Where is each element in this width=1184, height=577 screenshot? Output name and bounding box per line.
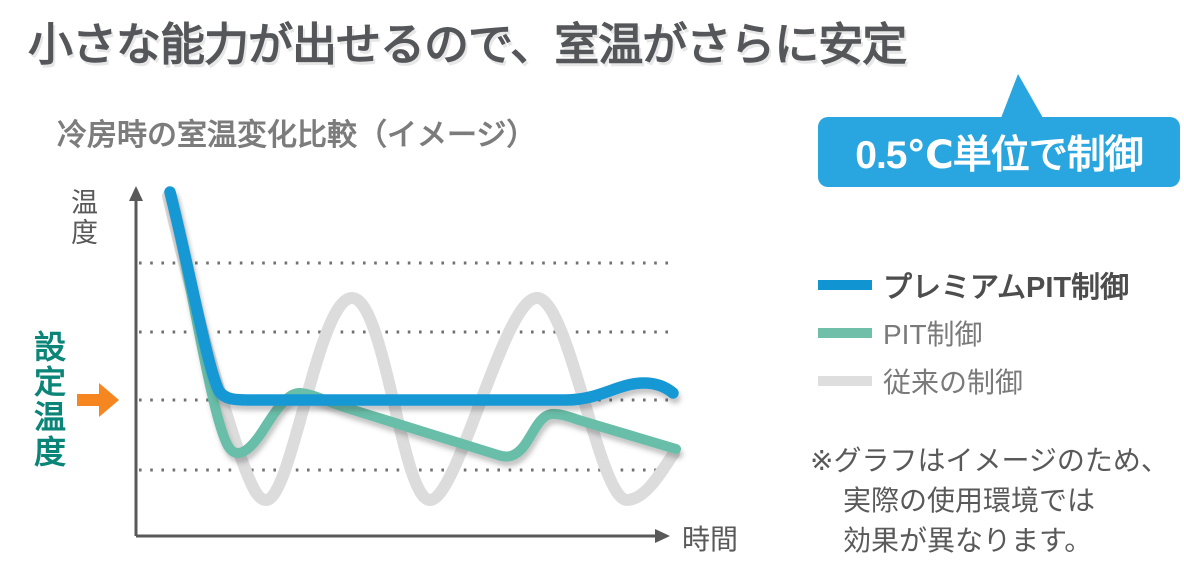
x-axis-label: 時間 [682, 524, 739, 555]
x-axis-arrow-icon [655, 529, 670, 543]
temperature-comparison-chart [129, 186, 681, 543]
footnote: ※グラフはイメージのため、 実際の使用環境では 効果が異なります。 [810, 441, 1169, 561]
legend-swatch-pit [818, 328, 872, 338]
footnote-line-1: ※グラフはイメージのため、 [810, 445, 1169, 476]
y-axis-arrow-icon [129, 186, 143, 201]
legend-swatch-conventional [818, 376, 872, 386]
y-axis-label: 温度 [67, 188, 97, 248]
callout-control-precision: 0.5℃単位で制御 [818, 74, 1180, 187]
callout-tail-icon [1001, 74, 1043, 118]
chart-legend: プレミアムPIT制御 PIT制御 従来の制御 [818, 268, 1129, 412]
legend-item-conventional: 従来の制御 [818, 364, 1129, 398]
legend-swatch-premium-pit [818, 280, 872, 290]
footnote-line-3: 効果が異なります。 [843, 525, 1093, 556]
legend-item-pit: PIT制御 [818, 316, 1129, 350]
axes [129, 186, 670, 543]
callout-box: 0.5℃単位で制御 [818, 117, 1180, 187]
legend-label-premium-pit: プレミアムPIT制御 [883, 272, 1130, 304]
legend-label-pit: PIT制御 [883, 319, 983, 350]
series-pit-control-line [166, 190, 681, 462]
set-temp-label: 設定温度 [30, 330, 66, 470]
series-premium-pit-control-line [164, 186, 679, 406]
footnote-line-2: 実際の使用環境では [843, 485, 1096, 516]
callout-text: 0.5℃単位で制御 [855, 134, 1143, 177]
set-temp-arrow-icon [77, 383, 119, 417]
legend-item-premium-pit: プレミアムPIT制御 [818, 268, 1129, 304]
page-title: 小さな能力が出せるので、室温がさらに安定 [28, 19, 907, 70]
legend-label-conventional: 従来の制御 [883, 367, 1024, 398]
chart-heading: 冷房時の室温変化比較（イメージ） [57, 119, 537, 152]
